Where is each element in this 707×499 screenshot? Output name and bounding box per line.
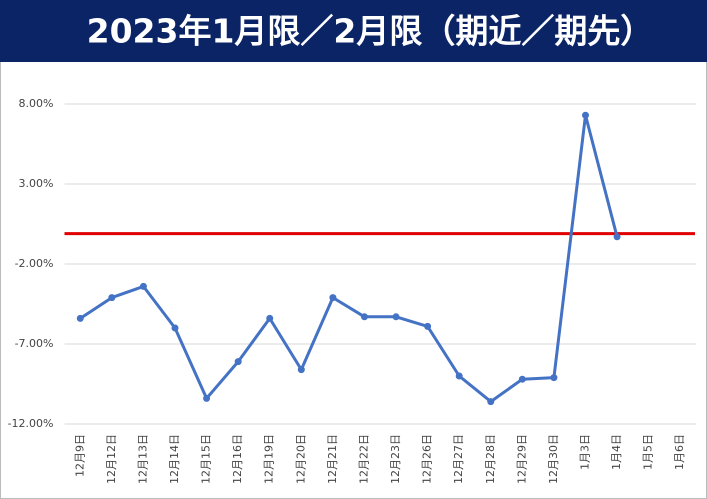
data-point [171, 324, 179, 332]
data-point [297, 366, 305, 374]
data-point [518, 375, 526, 383]
data-point [139, 282, 147, 290]
data-point [266, 314, 274, 322]
x-tick-label: 12月20日 [294, 434, 307, 484]
x-tick-label: 12月22日 [357, 434, 370, 484]
title-banner [0, 0, 707, 62]
x-tick-label: 12月27日 [452, 434, 465, 484]
data-point [76, 314, 84, 322]
data-point [203, 394, 211, 402]
x-tick-label: 12月30日 [547, 434, 560, 484]
x-tick-label: 12月14日 [168, 434, 181, 484]
data-point [234, 358, 242, 366]
x-tick-label: 1月3日 [578, 434, 591, 470]
x-tick-label: 12月28日 [484, 434, 497, 484]
data-point [487, 398, 495, 406]
x-tick-label: 12月15日 [200, 434, 213, 484]
data-point [581, 111, 589, 119]
y-tick-label: 3.00% [19, 177, 54, 190]
data-point [613, 233, 621, 241]
y-tick-label: -7.00% [15, 337, 54, 350]
data-point [550, 374, 558, 382]
x-tick-label: 12月23日 [389, 434, 402, 484]
x-tick-label: 12月21日 [326, 434, 339, 484]
data-point [455, 372, 463, 380]
y-tick-label: 8.00% [19, 97, 54, 110]
x-tick-label: 1月5日 [642, 434, 655, 470]
x-tick-label: 1月4日 [610, 434, 623, 470]
data-point [108, 294, 116, 302]
data-line [79, 113, 619, 404]
x-tick-label: 1月6日 [673, 434, 686, 470]
data-point [392, 313, 400, 321]
y-tick-label: -2.00% [15, 257, 54, 270]
x-tick-label: 12月12日 [105, 434, 118, 484]
x-tick-label: 12月9日 [73, 434, 86, 477]
data-point [424, 322, 432, 330]
x-tick-label: 12月16日 [231, 434, 244, 484]
y-tick-label: -12.00% [8, 417, 54, 430]
x-tick-label: 12月13日 [136, 434, 149, 484]
data-point [360, 313, 368, 321]
x-tick-label: 12月26日 [421, 434, 434, 484]
x-tick-label: 12月19日 [263, 434, 276, 484]
data-point [329, 294, 337, 302]
chart-title: 2023年1月限／2月限（期近／期先） [87, 12, 654, 51]
x-tick-label: 12月29日 [515, 434, 528, 484]
